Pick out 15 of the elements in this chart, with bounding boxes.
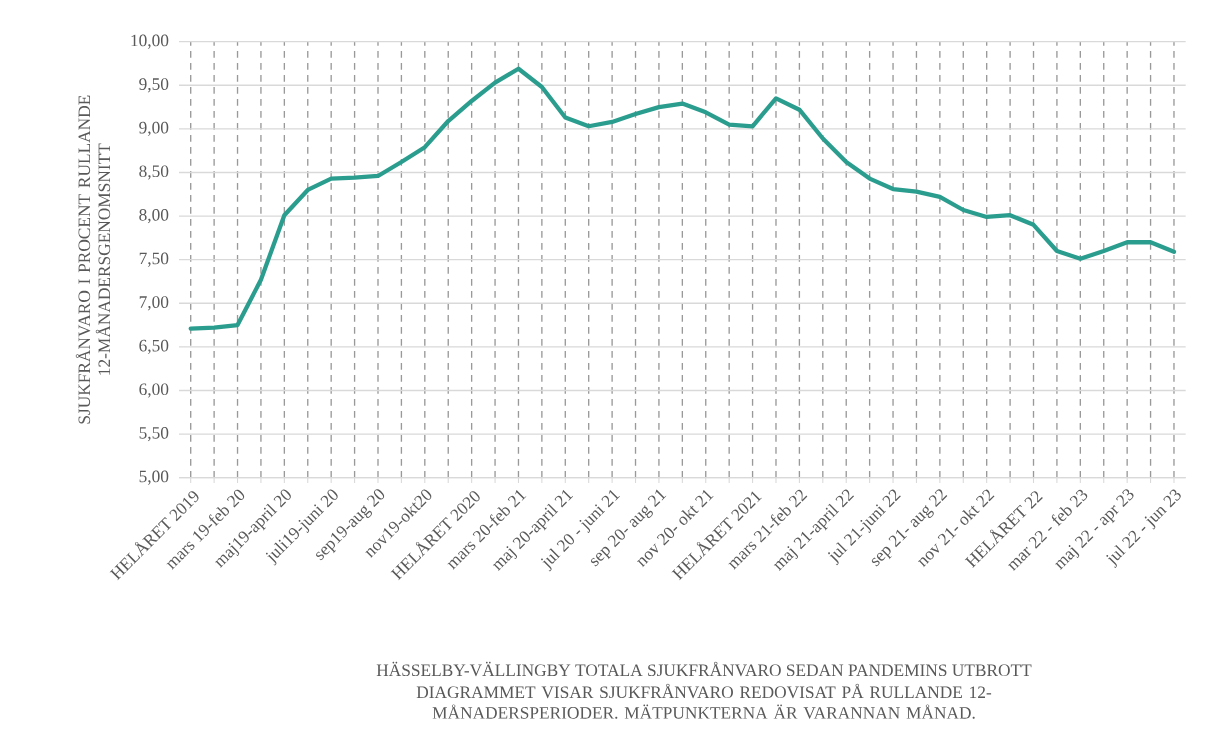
y-tick-label: 6,50 bbox=[139, 339, 169, 354]
y-tick-label: 10,00 bbox=[131, 34, 169, 49]
line-series bbox=[188, 66, 1177, 331]
y-tick-label: 9,00 bbox=[139, 121, 169, 136]
y-tick-label: 8,50 bbox=[139, 165, 169, 180]
y-tick-label: 6,00 bbox=[139, 383, 169, 398]
y-tick-label: 7,00 bbox=[139, 296, 169, 311]
text: HÄSSELBY-VÄLLINGBY TOTALA SJUKFRÅNVARO SEDAN PANDEMINS UTBROTT bbox=[376, 661, 1032, 677]
y-tick-label: 5,00 bbox=[139, 470, 169, 485]
y-axis-title: SJUKFRÅNVARO I PROCENT RULLANDE 12-MÅNADERSGENOMSNITT bbox=[75, 95, 111, 424]
y-tick-label: 8,00 bbox=[139, 209, 169, 224]
text: DIAGRAMMET VISAR SJUKFRÅNVARO REDOVISAT PÅ RULLANDE 12-MÅNADERSPERIODER. MÄTPUNKTERNA ÄR VARANNAN MÅNAD. bbox=[416, 683, 992, 719]
y-tick-label: 7,50 bbox=[139, 252, 169, 267]
y-tick-label: 9,50 bbox=[139, 78, 169, 93]
y-tick-label: 5,50 bbox=[139, 427, 169, 442]
